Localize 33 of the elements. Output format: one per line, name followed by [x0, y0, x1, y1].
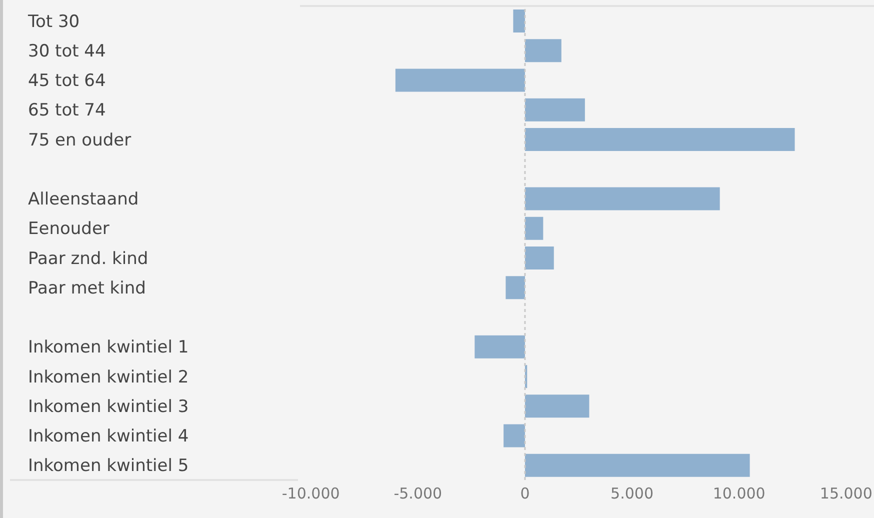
- y-tick-label: Inkomen kwintiel 1: [28, 338, 189, 358]
- bar: [524, 39, 562, 62]
- x-tick-label: 5.000: [610, 484, 654, 503]
- y-tick-label: Inkomen kwintiel 2: [28, 367, 189, 388]
- x-tick-label: -5.000: [394, 484, 442, 503]
- bar: [524, 246, 554, 270]
- x-tick-label: 15.000: [820, 484, 872, 503]
- y-tick-label: Eenouder: [28, 219, 110, 240]
- bar: [524, 128, 795, 152]
- bar: [504, 424, 525, 448]
- y-tick-label: 75 en ouder: [28, 130, 132, 150]
- y-tick-label: 30 tot 44: [28, 41, 106, 62]
- bar: [524, 454, 750, 477]
- x-tick-label: 0: [520, 484, 530, 503]
- y-tick-label: Alleenstaand: [28, 190, 139, 210]
- x-tick-label: -10.000: [282, 484, 340, 503]
- x-tick-label: 10.000: [712, 484, 766, 503]
- y-tick-label: Paar met kind: [28, 278, 146, 298]
- bar: [395, 68, 525, 92]
- y-tick-label: Paar znd. kind: [28, 248, 148, 269]
- bar: [506, 276, 525, 300]
- bar: [524, 98, 585, 122]
- y-tick-label: Inkomen kwintiel 4: [28, 426, 189, 447]
- bar: [474, 335, 525, 358]
- y-tick-label: 65 tot 74: [28, 100, 106, 121]
- bar: [524, 216, 544, 240]
- bar: [513, 10, 525, 33]
- y-tick-label: Inkomen kwintiel 5: [28, 456, 189, 476]
- bar: [524, 394, 590, 418]
- y-tick-label: Inkomen kwintiel 3: [28, 396, 189, 417]
- bar: [524, 187, 720, 210]
- y-tick-label: Tot 30: [27, 12, 80, 32]
- y-tick-label: 45 tot 64: [28, 71, 106, 92]
